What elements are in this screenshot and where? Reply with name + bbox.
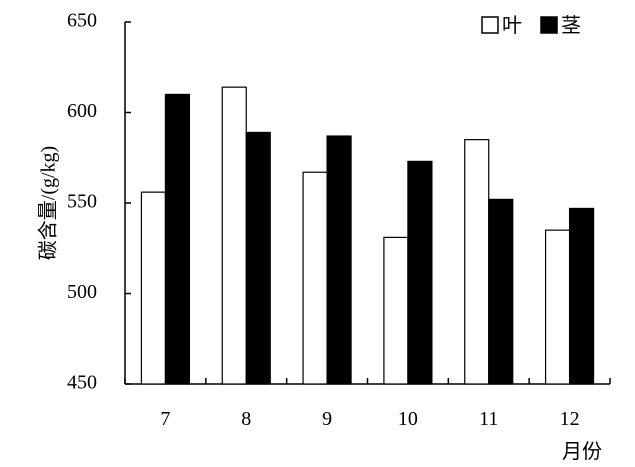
x-tick-label: 9 [322, 408, 332, 430]
legend-label-stem: 茎 [561, 14, 581, 37]
y-tick-label: 600 [67, 100, 97, 122]
bars [140, 86, 595, 385]
legend-swatch-leaf [481, 16, 499, 34]
y-tick-label: 550 [67, 191, 97, 213]
axes [124, 22, 610, 385]
y-ticks: 450 500 550 600 650 [67, 10, 131, 394]
legend-label-leaf: 叶 [502, 14, 522, 37]
bar-leaf-10 [383, 236, 409, 385]
x-tick-label: 7 [160, 408, 170, 430]
bar-leaf-8 [221, 86, 247, 385]
bar-leaf-11 [464, 139, 490, 385]
legend: 叶 茎 [481, 14, 581, 37]
y-tick-label: 500 [67, 281, 97, 303]
bar-stem-12 [568, 207, 595, 385]
x-ticks: 7 8 9 10 11 12 [124, 378, 611, 430]
bar-stem-9 [326, 135, 352, 385]
y-tick-label: 450 [67, 372, 97, 394]
x-tick-label: 11 [479, 408, 498, 430]
bar-stem-11 [488, 198, 514, 385]
bar-stem-7 [164, 93, 191, 385]
bar-leaf-7 [140, 191, 167, 385]
bar-leaf-12 [544, 229, 571, 385]
bar-stem-10 [407, 160, 433, 385]
legend-swatch-stem [540, 16, 558, 34]
x-axis-title: 月份 [562, 440, 602, 463]
bar-leaf-9 [302, 171, 328, 385]
x-tick-label: 10 [398, 408, 418, 430]
y-axis-title: 碳含量/(g/kg) [37, 146, 60, 260]
x-tick-label: 12 [560, 408, 580, 430]
y-tick-label: 650 [67, 10, 97, 32]
bar-stem-8 [245, 131, 271, 385]
x-tick-label: 8 [241, 408, 251, 430]
